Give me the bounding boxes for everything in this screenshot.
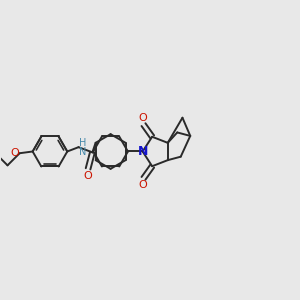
Text: H
N: H N <box>79 138 86 157</box>
Text: O: O <box>10 148 19 158</box>
Text: O: O <box>84 171 92 181</box>
Text: N: N <box>138 145 148 158</box>
Text: O: O <box>139 180 148 190</box>
Text: O: O <box>139 113 148 123</box>
